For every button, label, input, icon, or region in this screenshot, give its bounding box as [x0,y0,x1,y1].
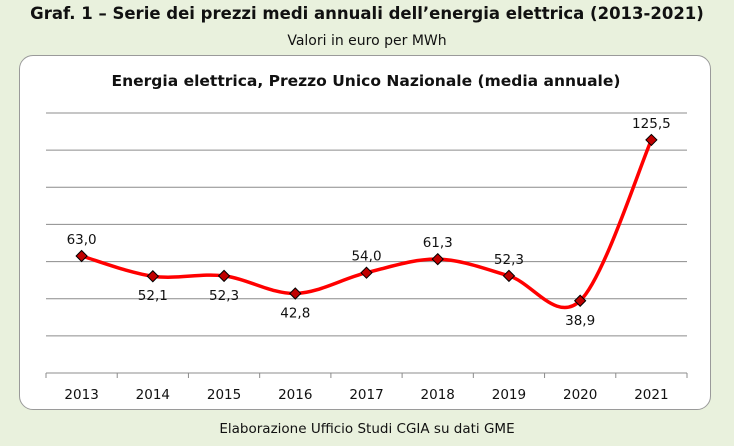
data-label: 54,0 [351,249,381,265]
gridlines [46,112,687,337]
data-point-marker [289,287,302,300]
data-label: 63,0 [67,232,97,248]
data-label: 42,8 [280,306,310,322]
data-label: 52,3 [209,288,239,304]
data-label: 61,3 [423,235,453,251]
data-point-marker [146,270,160,283]
data-point-marker [360,266,373,279]
x-tick-label: 2013 [64,387,98,403]
x-tick-label: 2015 [207,387,241,403]
x-axis [45,372,688,378]
data-label: 38,9 [565,313,595,329]
data-label: 52,3 [494,252,524,268]
data-labels: 63,0 52,1 52,3 42,8 54,0 61,3 52,3 38,9 125,5 [67,116,671,329]
series-markers [75,133,658,307]
figure-title: Graf. 1 – Serie dei prezzi medi annuali … [30,4,704,23]
data-label: 52,1 [138,288,168,304]
x-tick-label: 2014 [136,387,170,403]
data-point-marker [431,252,444,266]
x-tick-label: 2017 [349,387,383,403]
data-point-marker [217,269,231,283]
x-tick-label: 2021 [634,387,668,403]
source-note: Elaborazione Ufficio Studi CGIA su dati … [219,421,515,437]
data-point-marker [502,269,516,283]
x-tick-label: 2020 [563,387,597,403]
chart-area: Energia elettrica, Prezzo Unico Nazional… [19,55,711,410]
series-line [79,138,654,310]
x-axis-tick-labels: 2013 2014 2015 2016 2017 2018 2019 2020 2021 [64,387,668,403]
data-point-marker [75,249,88,263]
x-tick-label: 2018 [421,387,455,403]
x-tick-label: 2016 [278,387,312,403]
data-label: 125,5 [632,116,671,132]
data-point-marker [573,294,587,307]
line-chart: Energia elettrica, Prezzo Unico Nazional… [45,72,688,403]
x-tick-label: 2019 [492,387,526,403]
data-point-marker [645,133,658,147]
figure-subtitle: Valori in euro per MWh [287,33,447,49]
chart-title: Energia elettrica, Prezzo Unico Nazional… [112,72,621,90]
